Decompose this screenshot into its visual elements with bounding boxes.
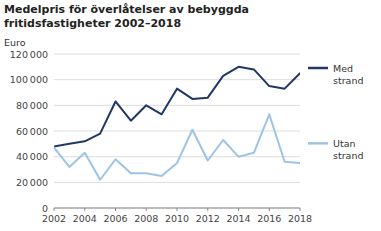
y-tick-label: 80 000: [16, 100, 48, 111]
x-tick: [115, 208, 116, 211]
x-tick-label: 2012: [196, 213, 220, 224]
legend-label-line: strand: [333, 75, 363, 86]
x-tick: [146, 208, 147, 211]
x-tick-label: 2008: [134, 213, 158, 224]
x-tick: [177, 208, 178, 211]
x-tick-label: 2010: [165, 213, 189, 224]
series-group: [54, 67, 300, 180]
x-tick-label: 2014: [226, 213, 250, 224]
grid-line: [54, 105, 300, 106]
y-tick-label: 0: [42, 203, 48, 214]
legend-label: Medstrand: [333, 63, 363, 86]
grid-line: [54, 182, 300, 183]
legend-label-line: Med: [333, 63, 353, 74]
y-tick-label: 100 000: [10, 74, 48, 85]
title-line: fritidsfastigheter 2002–2018: [4, 17, 181, 30]
y-tick-label: 20 000: [16, 177, 48, 188]
title: Medelpris för överlåtelser av bebyggdafr…: [4, 3, 249, 30]
x-tick-label: 2018: [288, 213, 312, 224]
legend-swatch: [308, 142, 328, 145]
legend-label-line: Utan: [333, 138, 356, 149]
grid-line: [54, 156, 300, 157]
x-tick-label: 2004: [73, 213, 97, 224]
x-tick: [300, 208, 301, 211]
grid: [54, 54, 300, 208]
x-tick-label: 2016: [257, 213, 281, 224]
grid-line: [54, 54, 300, 55]
chart: Medelpris för överlåtelser av bebyggdafr…: [0, 0, 381, 231]
y-tick-label: 60 000: [16, 126, 48, 137]
x-tick: [238, 208, 239, 211]
title-line: Medelpris för överlåtelser av bebyggda: [4, 3, 249, 16]
x-tick-label: 2002: [42, 213, 66, 224]
legend-label-line: strand: [333, 150, 363, 161]
legend: MedstrandUtanstrand: [308, 63, 363, 161]
x-tick-label: 2006: [103, 213, 127, 224]
x-tick: [84, 208, 85, 211]
series-line: [54, 114, 300, 179]
y-axis-label: Euro: [4, 37, 26, 48]
x-tick: [207, 208, 208, 211]
x-tick: [269, 208, 270, 211]
y-tick-label: 40 000: [16, 151, 48, 162]
y-tick-label: 120 000: [10, 49, 48, 60]
series-line: [54, 67, 300, 147]
legend-swatch: [308, 67, 328, 70]
x-tick: [54, 208, 55, 211]
legend-label: Utanstrand: [333, 138, 363, 161]
